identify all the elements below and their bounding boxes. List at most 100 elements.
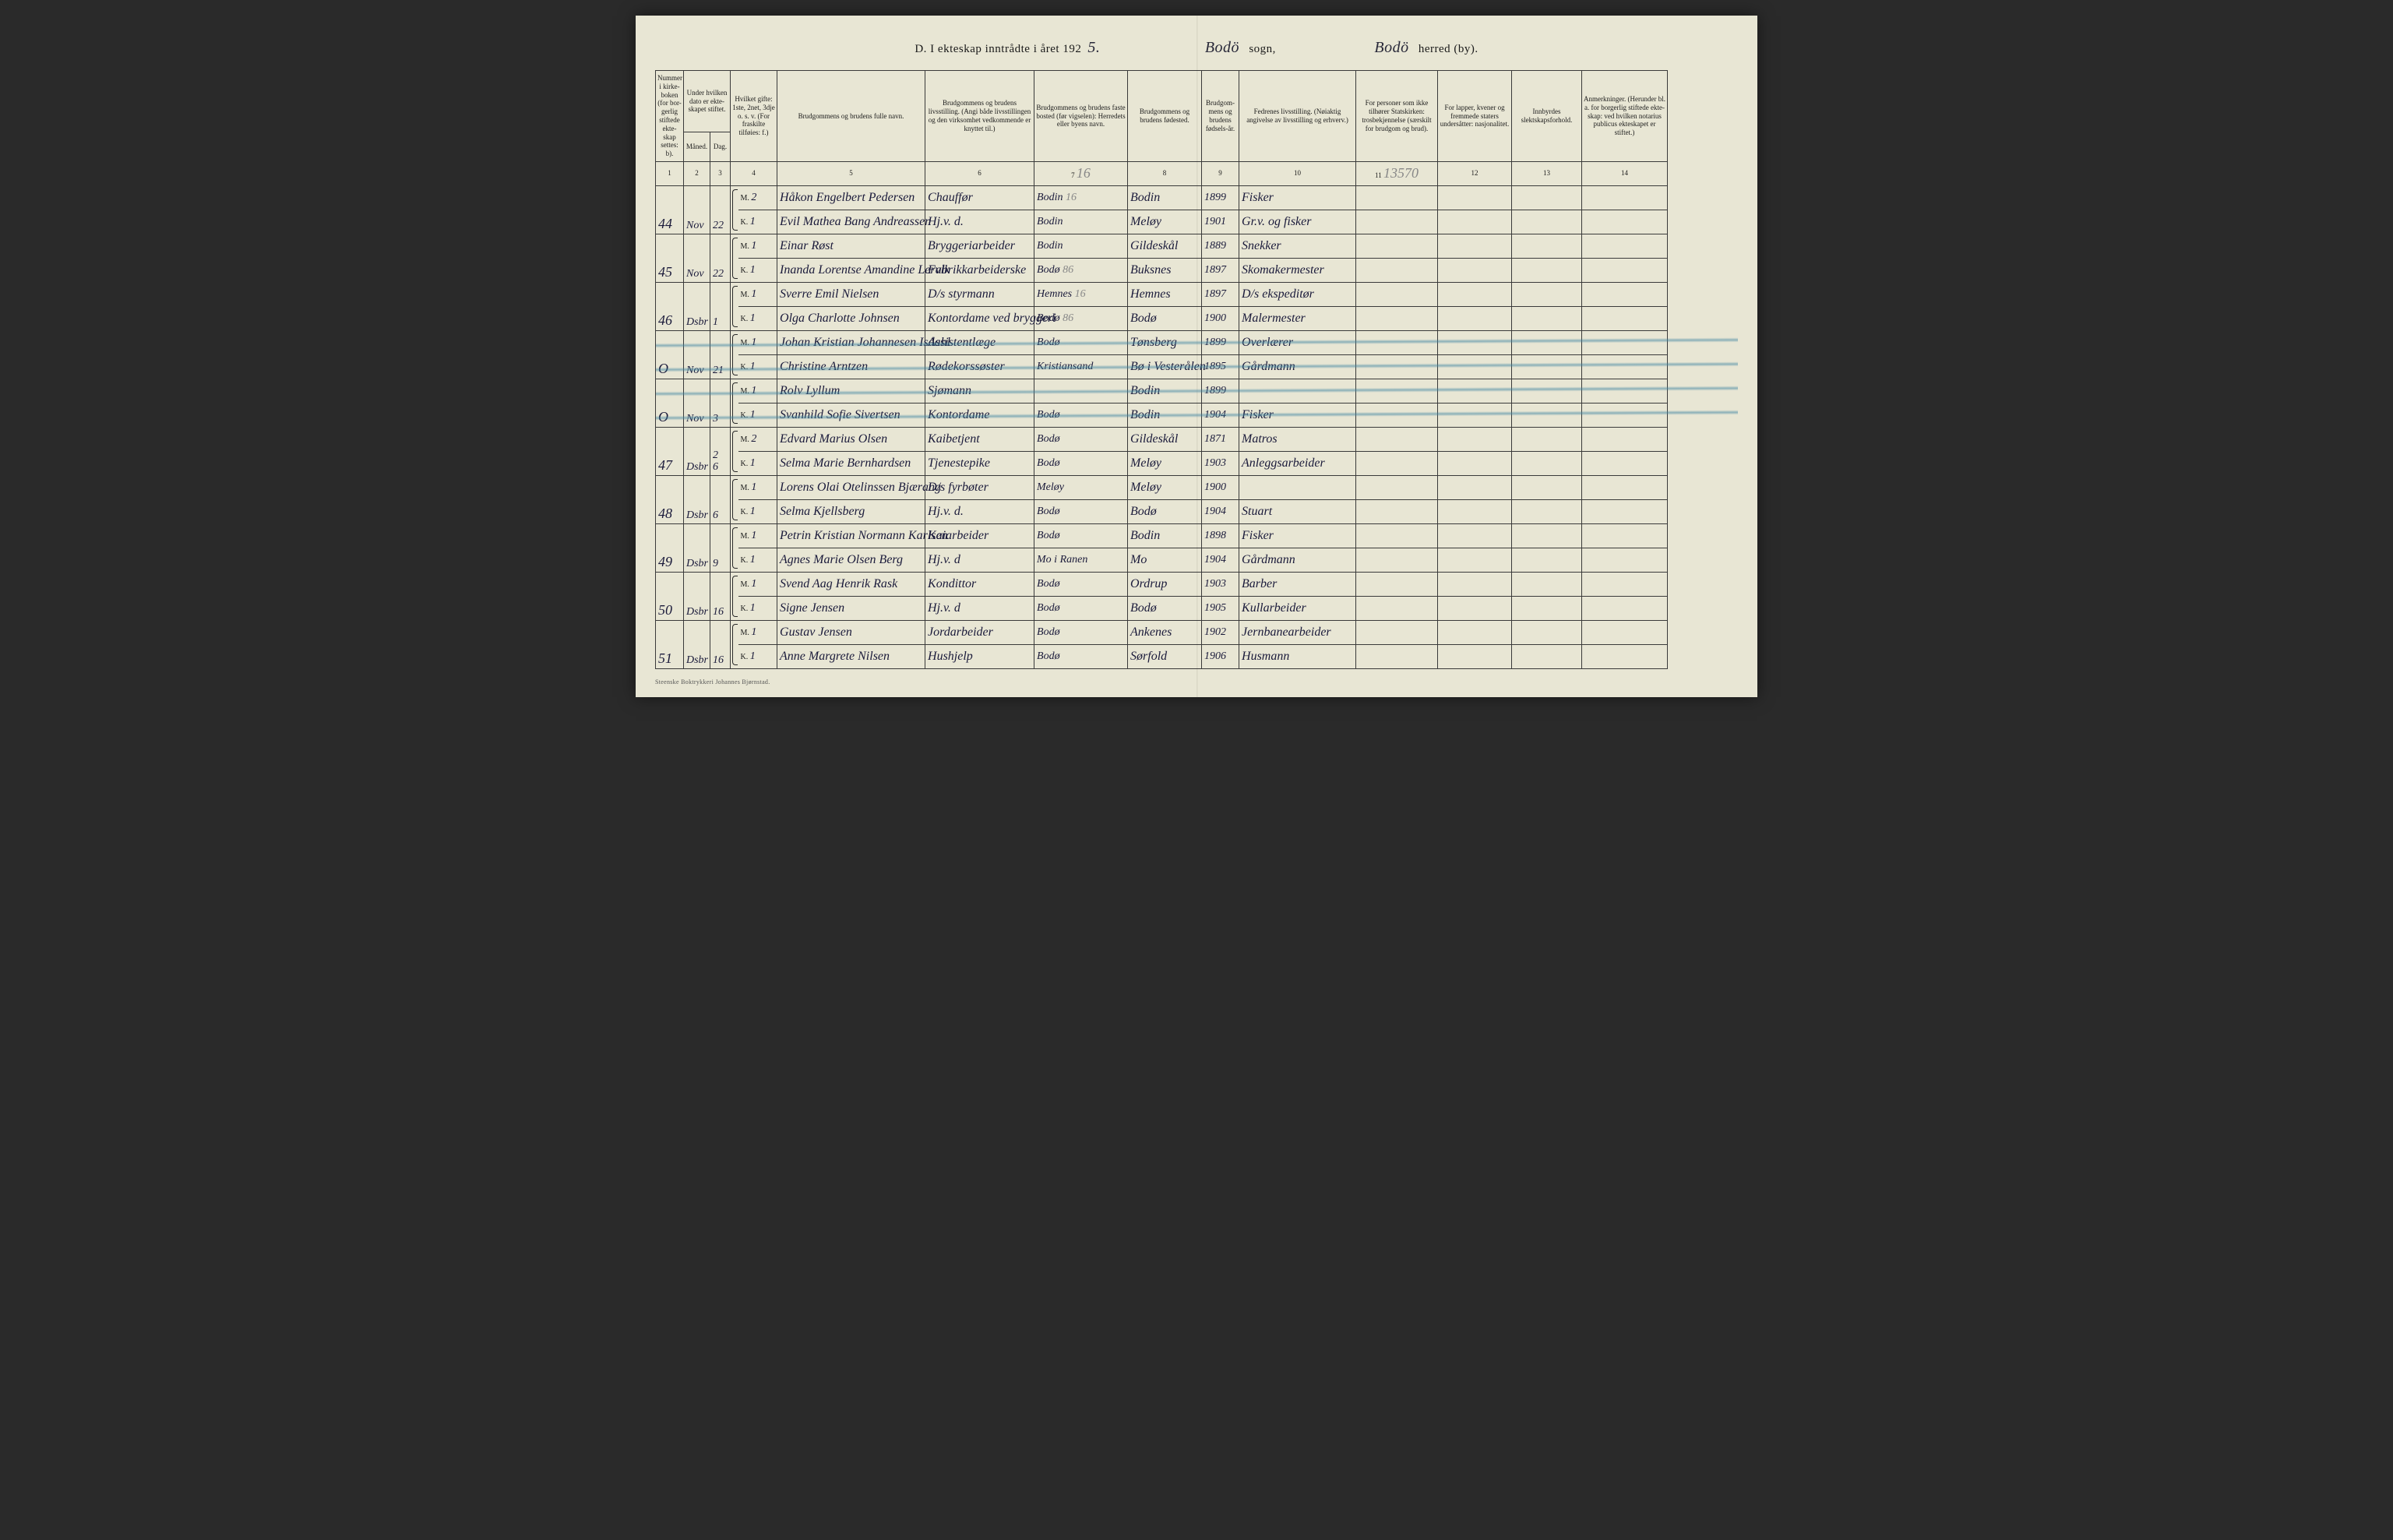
father-occ-cell: Malermester — [1239, 306, 1356, 330]
entry-month: Nov — [684, 234, 710, 282]
father-occ-cell: Kullarbeider — [1239, 596, 1356, 620]
remarks-cell — [1582, 403, 1668, 427]
table-row: K. 1Anne Margrete NilsenHushjelpBodøSørf… — [656, 644, 1738, 668]
confession-cell — [1356, 354, 1438, 379]
colnum-3: 3 — [710, 161, 731, 185]
nationality-cell — [1438, 596, 1512, 620]
occupation-cell: Kaiarbeider — [925, 523, 1034, 548]
gifte-cell: M. 1 — [738, 379, 777, 403]
gifte-cell: K. 1 — [738, 403, 777, 427]
confession-cell — [1356, 596, 1438, 620]
residence-cell — [1034, 379, 1128, 403]
occupation-cell: Hushjelp — [925, 644, 1034, 668]
birthyear-cell: 1903 — [1202, 572, 1239, 596]
gifte-cell: M. 1 — [738, 330, 777, 354]
father-occ-cell — [1239, 379, 1356, 403]
col-header-10: Fedrenes livsstilling. (Nøiaktig angivel… — [1239, 71, 1356, 162]
confession-cell — [1356, 427, 1438, 451]
col-header-14: Anmerkninger. (Herunder bl. a. for borge… — [1582, 71, 1668, 162]
table-row: 47Dsbr26M. 2Edvard Marius OlsenKaibetjen… — [656, 427, 1738, 451]
entry-day: 16 — [710, 620, 731, 668]
nationality-cell — [1438, 475, 1512, 499]
remarks-cell — [1582, 210, 1668, 234]
entry-month: Dsbr — [684, 282, 710, 330]
residence-cell: Bodø — [1034, 330, 1128, 354]
colnum-10: 10 — [1239, 161, 1356, 185]
col-header-11: For personer som ikke tilhører Statskirk… — [1356, 71, 1438, 162]
pencil-col7: 16 — [1077, 165, 1091, 181]
bracket-icon — [731, 572, 738, 620]
birthplace-cell: Bodø — [1128, 306, 1202, 330]
nationality-cell — [1438, 330, 1512, 354]
birthplace-cell: Tønsberg — [1128, 330, 1202, 354]
confession-cell — [1356, 403, 1438, 427]
occupation-cell: Chauffør — [925, 185, 1034, 210]
birthplace-cell: Bodin — [1128, 403, 1202, 427]
remarks-cell — [1582, 548, 1668, 572]
father-occ-cell: Stuart — [1239, 499, 1356, 523]
residence-cell: Bodø — [1034, 403, 1128, 427]
bracket-icon — [731, 234, 738, 282]
kinship-cell — [1512, 379, 1582, 403]
remarks-cell — [1582, 499, 1668, 523]
father-occ-cell: Gårdmann — [1239, 354, 1356, 379]
birthplace-cell: Meløy — [1128, 210, 1202, 234]
header-sogn-label: sogn, — [1249, 43, 1276, 55]
colnum-2: 2 — [684, 161, 710, 185]
entry-day: 22 — [710, 185, 731, 234]
occupation-cell: Jordarbeider — [925, 620, 1034, 644]
birthplace-cell: Bodin — [1128, 523, 1202, 548]
header-herred-label: herred (by). — [1419, 43, 1478, 55]
birthyear-cell: 1899 — [1202, 185, 1239, 210]
entry-day: 22 — [710, 234, 731, 282]
header-title: D. I ekteskap inntrådte i året 192 — [915, 43, 1081, 55]
col-header-13: Innbyrdes slektskapsforhold. — [1512, 71, 1582, 162]
col-header-8: Brudgommens og brudens fødested. — [1128, 71, 1202, 162]
birthplace-cell: Hemnes — [1128, 282, 1202, 306]
col-subheader-month: Måned. — [684, 132, 710, 162]
gifte-cell: M. 1 — [738, 234, 777, 258]
remarks-cell — [1582, 330, 1668, 354]
gifte-cell: M. 1 — [738, 282, 777, 306]
occupation-cell: Kontordame — [925, 403, 1034, 427]
name-cell: Rolv Lyllum — [777, 379, 925, 403]
occupation-cell: Hj.v. d. — [925, 210, 1034, 234]
kinship-cell — [1512, 451, 1582, 475]
father-occ-cell: Gårdmann — [1239, 548, 1356, 572]
occupation-cell: D/s styrmann — [925, 282, 1034, 306]
birthyear-cell: 1898 — [1202, 523, 1239, 548]
table-row: 46Dsbr1M. 1Sverre Emil NielsenD/s styrma… — [656, 282, 1738, 306]
remarks-cell — [1582, 620, 1668, 644]
gifte-cell: K. 1 — [738, 644, 777, 668]
bracket-icon — [731, 475, 738, 523]
entry-month: Dsbr — [684, 427, 710, 475]
entry-month: Dsbr — [684, 523, 710, 572]
col-header-4: Hvilket gifte: 1ste, 2net, 3dje o. s. v.… — [731, 71, 777, 162]
kinship-cell — [1512, 644, 1582, 668]
name-cell: Signe Jensen — [777, 596, 925, 620]
birthyear-cell: 1903 — [1202, 451, 1239, 475]
confession-cell — [1356, 644, 1438, 668]
table-row: K. 1Signe JensenHj.v. dBodøBodø1905Kulla… — [656, 596, 1738, 620]
confession-cell — [1356, 475, 1438, 499]
nationality-cell — [1438, 499, 1512, 523]
remarks-cell — [1582, 234, 1668, 258]
nationality-cell — [1438, 644, 1512, 668]
bracket-icon — [731, 620, 738, 668]
kinship-cell — [1512, 548, 1582, 572]
printer-footer: Steenske Boktrykkeri Johannes Bjørnstad. — [655, 678, 1738, 685]
occupation-cell: Rødekorssøster — [925, 354, 1034, 379]
father-occ-cell: Barber — [1239, 572, 1356, 596]
entry-number: O — [656, 379, 684, 427]
residence-cell: Bodø 86 — [1034, 258, 1128, 282]
name-cell: Johan Kristian Johannesen Isdahl — [777, 330, 925, 354]
birthyear-cell: 1900 — [1202, 306, 1239, 330]
remarks-cell — [1582, 354, 1668, 379]
entry-number: 49 — [656, 523, 684, 572]
kinship-cell — [1512, 620, 1582, 644]
birthplace-cell: Mo — [1128, 548, 1202, 572]
remarks-cell — [1582, 379, 1668, 403]
col-header-7: Brudgommens og brudens faste bosted (før… — [1034, 71, 1128, 162]
birthyear-cell: 1889 — [1202, 234, 1239, 258]
table-row: 45Nov22M. 1Einar RøstBryggeriarbeiderBod… — [656, 234, 1738, 258]
